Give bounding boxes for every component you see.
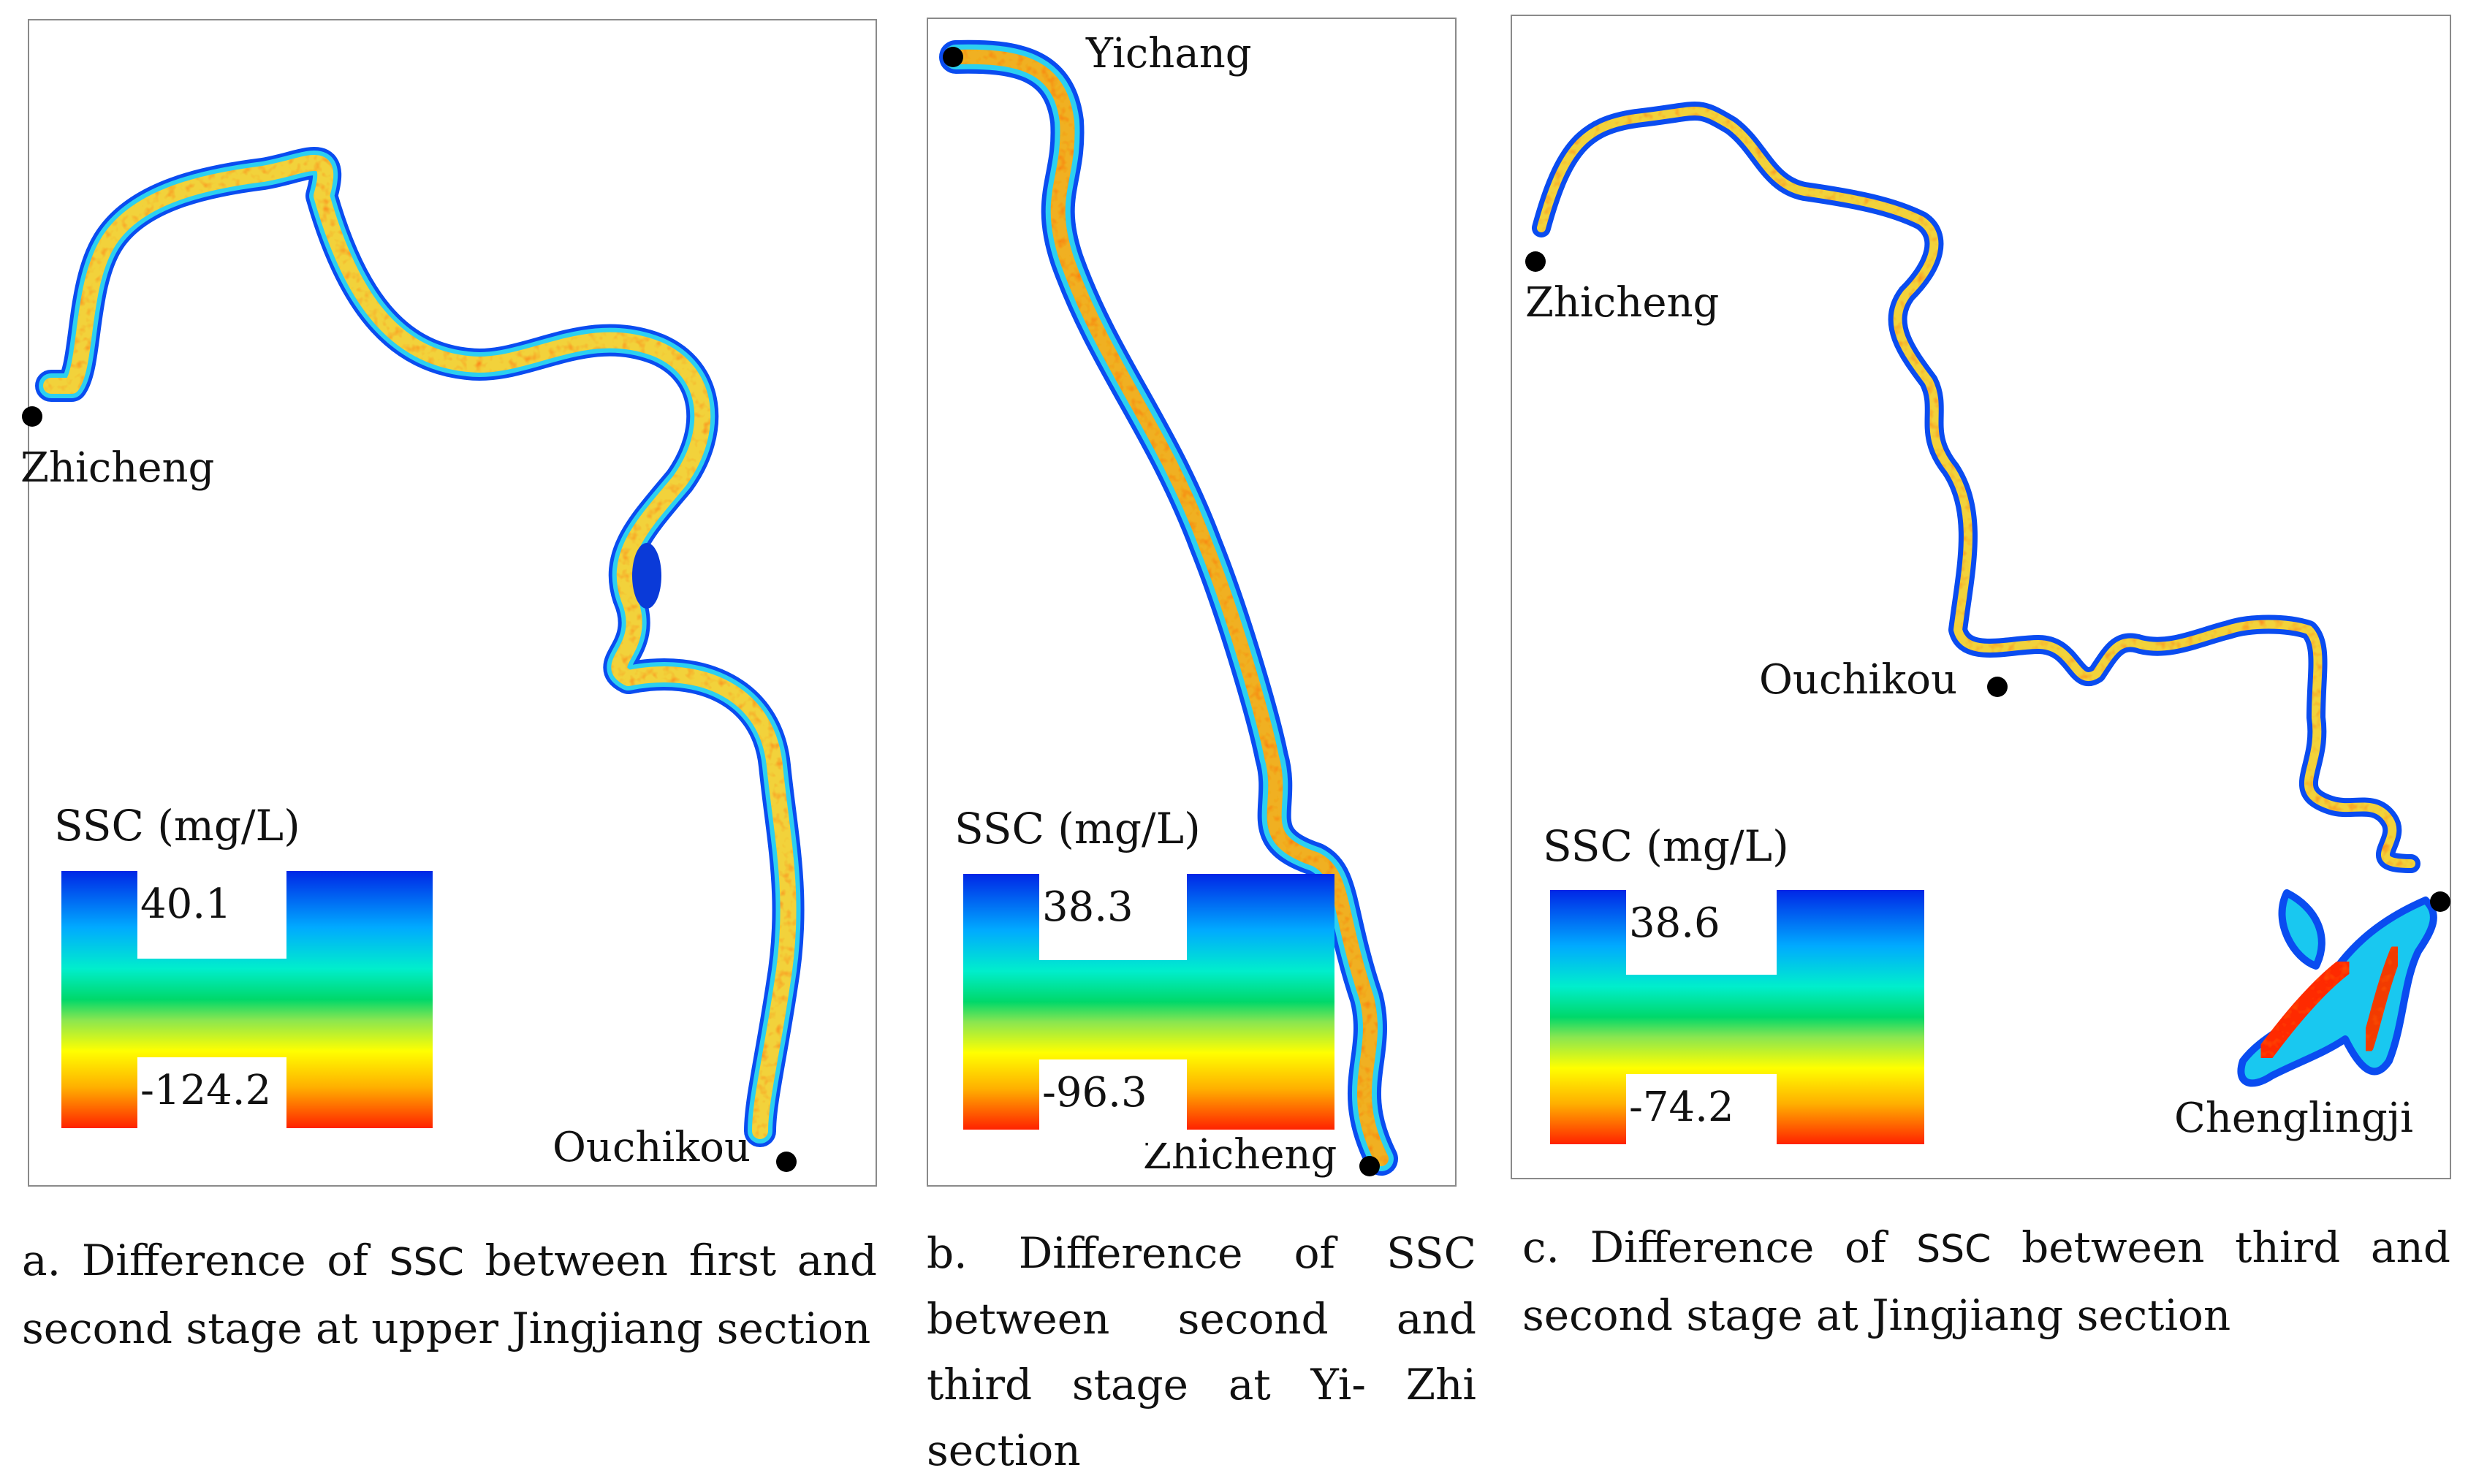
caption-a: a. Difference of SSC between first and s… xyxy=(22,1228,877,1361)
caption-a-text-1: Difference of xyxy=(61,1236,390,1285)
place-label-yichang: Yichang xyxy=(1086,30,1252,77)
station-dot-icon xyxy=(1987,677,2008,697)
legend-min-value: -96.3 xyxy=(1039,1059,1187,1143)
legend-max-value: 40.1 xyxy=(137,871,286,959)
legend-title: SSC (mg/L) xyxy=(54,801,300,851)
caption-a-ssc: SSC xyxy=(389,1241,464,1285)
station-dot-icon xyxy=(943,47,963,67)
river-channel-b xyxy=(939,39,1398,1176)
color-legend-a: 40.1 -124.2 xyxy=(61,871,433,1141)
legend-max-value: 38.6 xyxy=(1626,890,1777,975)
river-channel-c xyxy=(1532,102,2437,1087)
caption-c-text-2: between third and second stage at Jingji… xyxy=(1522,1222,2450,1340)
color-legend-c: 38.6 -74.2 xyxy=(1550,890,1924,1157)
station-dot-icon xyxy=(1525,251,1546,272)
caption-c-text-1: c. Difference of xyxy=(1522,1222,1917,1272)
place-label-ouchikou: Ouchikou xyxy=(553,1124,751,1171)
river-channel-a xyxy=(35,147,805,1147)
caption-b: b. Difference of SSC between second and … xyxy=(927,1228,1476,1475)
caption-c: c. Difference of SSC between third and s… xyxy=(1522,1214,2450,1348)
legend-max-value: 38.3 xyxy=(1039,874,1187,960)
map-panel-c: Zhicheng Ouchikou Chenglingji SSC (mg/L)… xyxy=(1511,15,2451,1179)
station-dot-icon xyxy=(776,1152,797,1172)
caption-a-letter: a. xyxy=(22,1236,61,1285)
river-map-c xyxy=(1532,102,2437,1087)
place-label-zhicheng: Zhicheng xyxy=(20,444,215,492)
map-panel-a: Zhicheng Ouchikou SSC (mg/L) 40.1 -124.2 xyxy=(20,19,877,1187)
caption-c-ssc: SSC xyxy=(1916,1228,1992,1271)
legend-title: SSC (mg/L) xyxy=(954,804,1201,853)
color-legend-b: 38.3 -96.3 xyxy=(963,874,1334,1143)
station-dot-icon xyxy=(22,406,42,427)
map-panel-b: Yichang Zhicheng SSC (mg/L) 38.3 -96.3 xyxy=(927,18,1457,1187)
legend-min-value: -124.2 xyxy=(137,1057,286,1141)
river-map-a xyxy=(35,147,805,1147)
station-dot-icon xyxy=(1359,1156,1380,1176)
place-label-zhicheng: Zhicheng xyxy=(1525,279,1720,327)
legend-title: SSC (mg/L) xyxy=(1543,821,1789,871)
caption-a-text-2: between first and second stage at upper … xyxy=(22,1236,877,1353)
place-label-ouchikou: Ouchikou xyxy=(1759,656,1958,704)
station-dot-icon xyxy=(2430,891,2450,912)
river-map-b xyxy=(939,39,1398,1176)
legend-min-value: -74.2 xyxy=(1626,1074,1777,1157)
place-label-chenglingji: Chenglingji xyxy=(2174,1095,2413,1142)
